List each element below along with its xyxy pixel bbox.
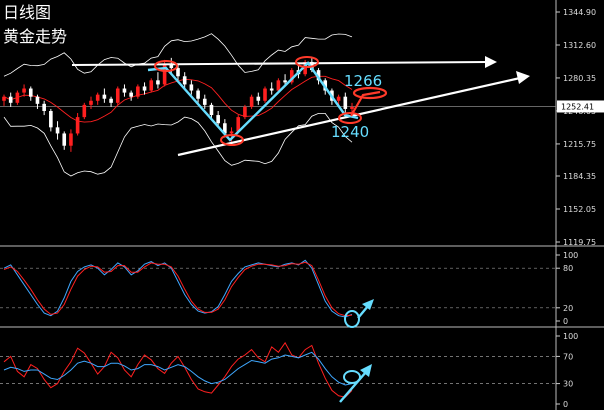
candle-body: [289, 70, 294, 83]
candle-body: [196, 90, 200, 99]
candle-body: [269, 88, 274, 91]
candle-body: [343, 96, 348, 109]
candle-body: [149, 80, 154, 91]
candle-body: [15, 92, 20, 103]
candle-body: [122, 88, 127, 93]
resistance-trendline: [71, 61, 489, 66]
candle-body: [316, 70, 321, 81]
osc2-low-circle: [343, 370, 361, 384]
price-tick-label: 1184.35: [563, 172, 596, 181]
swing-point-circle: [220, 134, 244, 146]
candle-body: [62, 133, 67, 146]
candle-body: [69, 133, 73, 146]
current-price-label: 1252.41: [561, 102, 594, 111]
candle-body: [2, 96, 6, 101]
candle-body: [115, 88, 120, 103]
candle-body: [49, 110, 53, 128]
candle-body: [283, 80, 287, 83]
target-circle: [352, 86, 388, 100]
candle-body: [176, 68, 180, 77]
osc2-up-arrowhead: [360, 364, 372, 377]
osc1-up-arrowhead: [362, 299, 374, 310]
price-tick-label: 1119.75: [563, 238, 596, 247]
osc-tick-label: 100: [563, 332, 578, 341]
candle-body: [263, 88, 267, 101]
projection-arrow: [350, 90, 381, 117]
candle-body: [276, 80, 281, 91]
swing-point-circle: [154, 60, 178, 72]
candle-body: [129, 92, 133, 97]
osc-tick-label: 80: [563, 264, 573, 273]
osc-tick-label: 70: [563, 352, 573, 361]
candle-body: [336, 96, 341, 101]
swing-point-circle: [295, 56, 319, 68]
osc2-blue-line: [3, 351, 353, 386]
candle-body: [75, 117, 80, 134]
chart-subtitle: 黄金走势: [3, 27, 68, 46]
candle-body: [303, 61, 307, 75]
price-tick-label: 1280.35: [563, 74, 596, 83]
osc-tick-label: 100: [563, 251, 578, 260]
osc1-up-arrow: [357, 305, 369, 319]
candle-body: [209, 104, 214, 116]
osc1-k-line: [3, 259, 353, 318]
lower-band-line: [3, 113, 353, 177]
candle-body: [82, 104, 87, 118]
swing-path: [147, 61, 359, 142]
osc2-up-arrow: [339, 371, 367, 403]
candle-body: [35, 96, 40, 104]
price-tick-label: 1215.75: [563, 140, 596, 149]
price-tick-label: 1312.60: [563, 41, 596, 50]
support-arrowhead: [516, 71, 530, 84]
upper-band-line: [3, 33, 353, 77]
osc-tick-label: 0: [563, 400, 568, 409]
candle-body: [89, 100, 93, 105]
candle-body: [136, 86, 140, 97]
price-tick-label: 1152.05: [563, 205, 596, 214]
osc-tick-label: 20: [563, 304, 573, 313]
osc2-red-line: [3, 341, 353, 398]
osc1-low-circle: [344, 310, 360, 328]
osc-tick-label: 30: [563, 380, 573, 389]
candle-body: [169, 63, 174, 69]
candle-body: [182, 76, 187, 85]
candle-body: [28, 88, 33, 97]
resistance-arrowhead: [485, 56, 497, 68]
candle-body: [223, 123, 227, 134]
swing-point-circle: [338, 112, 362, 124]
candle-body: [350, 106, 354, 109]
candle-body: [256, 96, 261, 101]
candle-body: [109, 98, 113, 103]
candle-body: [202, 98, 207, 105]
candle-body: [95, 94, 100, 101]
candle-body: [42, 103, 46, 111]
support-price-label: 1240: [331, 123, 369, 141]
osc-tick-label: 0: [563, 317, 568, 326]
candle-body: [162, 63, 167, 85]
candle-body: [216, 115, 220, 124]
candle-body: [229, 131, 234, 134]
candle-body: [22, 88, 26, 93]
osc1-d-line: [3, 261, 353, 317]
candle-body: [142, 86, 147, 91]
chart-title: 日线图: [3, 3, 52, 22]
price-tick-label: 1344.90: [563, 8, 596, 17]
current-price-box: [557, 100, 604, 113]
candle-body: [236, 117, 241, 132]
candle-body: [8, 96, 13, 103]
candle-body: [55, 127, 60, 134]
candle-body: [189, 84, 194, 91]
target-price-label: 1266: [344, 72, 382, 90]
candle-body: [249, 96, 254, 107]
candle-body: [102, 94, 107, 99]
candle-body: [156, 80, 160, 85]
candle-body: [243, 106, 247, 118]
